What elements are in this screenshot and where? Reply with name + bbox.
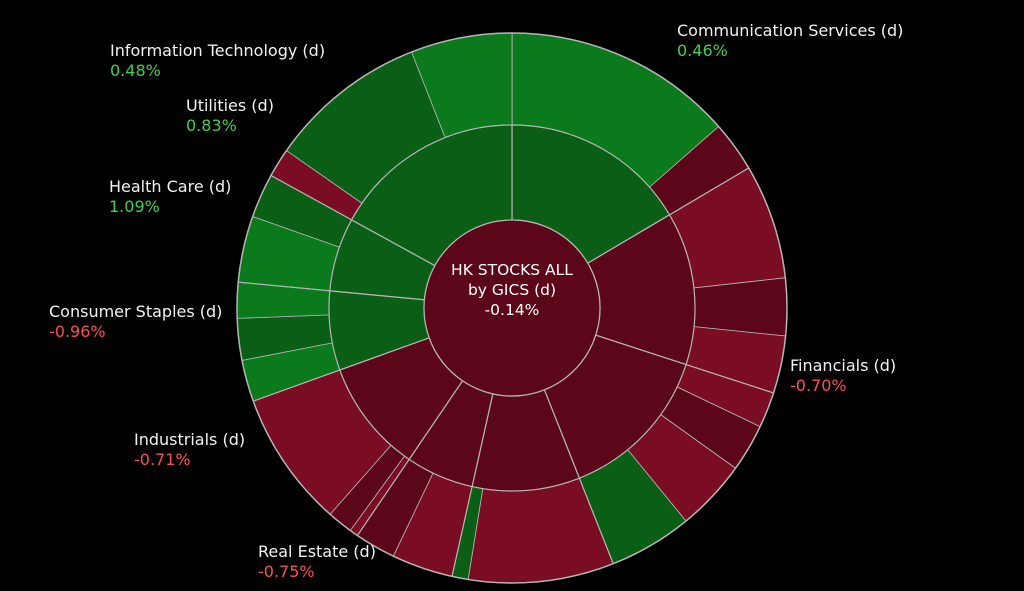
sector-name: Consumer Staples (d) xyxy=(49,302,223,321)
constituent-wedge[interactable] xyxy=(693,277,788,337)
sector-label-information-technology[interactable]: Information Technology (d) 0.48% xyxy=(110,41,325,81)
sector-name: Real Estate (d) xyxy=(258,542,376,561)
sector-change: -0.71% xyxy=(134,450,191,469)
sector-change: -0.96% xyxy=(49,322,106,341)
outer-border xyxy=(236,32,788,584)
sector-label-industrials[interactable]: Industrials (d) -0.71% xyxy=(134,430,245,470)
sector-label-health-care[interactable]: Health Care (d) 1.09% xyxy=(109,177,231,217)
outer-ring xyxy=(236,32,788,584)
sector-name: Financials (d) xyxy=(790,356,897,375)
sector-change: 0.46% xyxy=(677,41,728,60)
sector-change: 1.09% xyxy=(109,197,160,216)
center-disc[interactable] xyxy=(423,219,601,397)
sector-label-communication-services[interactable]: Communication Services (d) 0.46% xyxy=(677,21,903,61)
inner-ring xyxy=(423,219,601,397)
sector-label-consumer-staples[interactable]: Consumer Staples (d) -0.96% xyxy=(49,302,222,342)
sector-change: 0.83% xyxy=(186,116,237,135)
sector-name: Communication Services (d) xyxy=(677,21,904,40)
sector-change: 0.48% xyxy=(110,61,161,80)
sector-name: Health Care (d) xyxy=(109,177,232,196)
sector-change: -0.70% xyxy=(790,376,847,395)
sector-name: Utilities (d) xyxy=(186,96,274,115)
sector-label-financials[interactable]: Financials (d) -0.70% xyxy=(790,356,896,396)
sector-name: Information Technology (d) xyxy=(110,41,326,60)
sector-label-real-estate[interactable]: Real Estate (d) -0.75% xyxy=(258,542,376,582)
sector-change: -0.75% xyxy=(258,562,315,581)
sector-name: Industrials (d) xyxy=(134,430,246,449)
sector-label-utilities[interactable]: Utilities (d) 0.83% xyxy=(186,96,274,136)
middle-ring xyxy=(328,124,696,492)
